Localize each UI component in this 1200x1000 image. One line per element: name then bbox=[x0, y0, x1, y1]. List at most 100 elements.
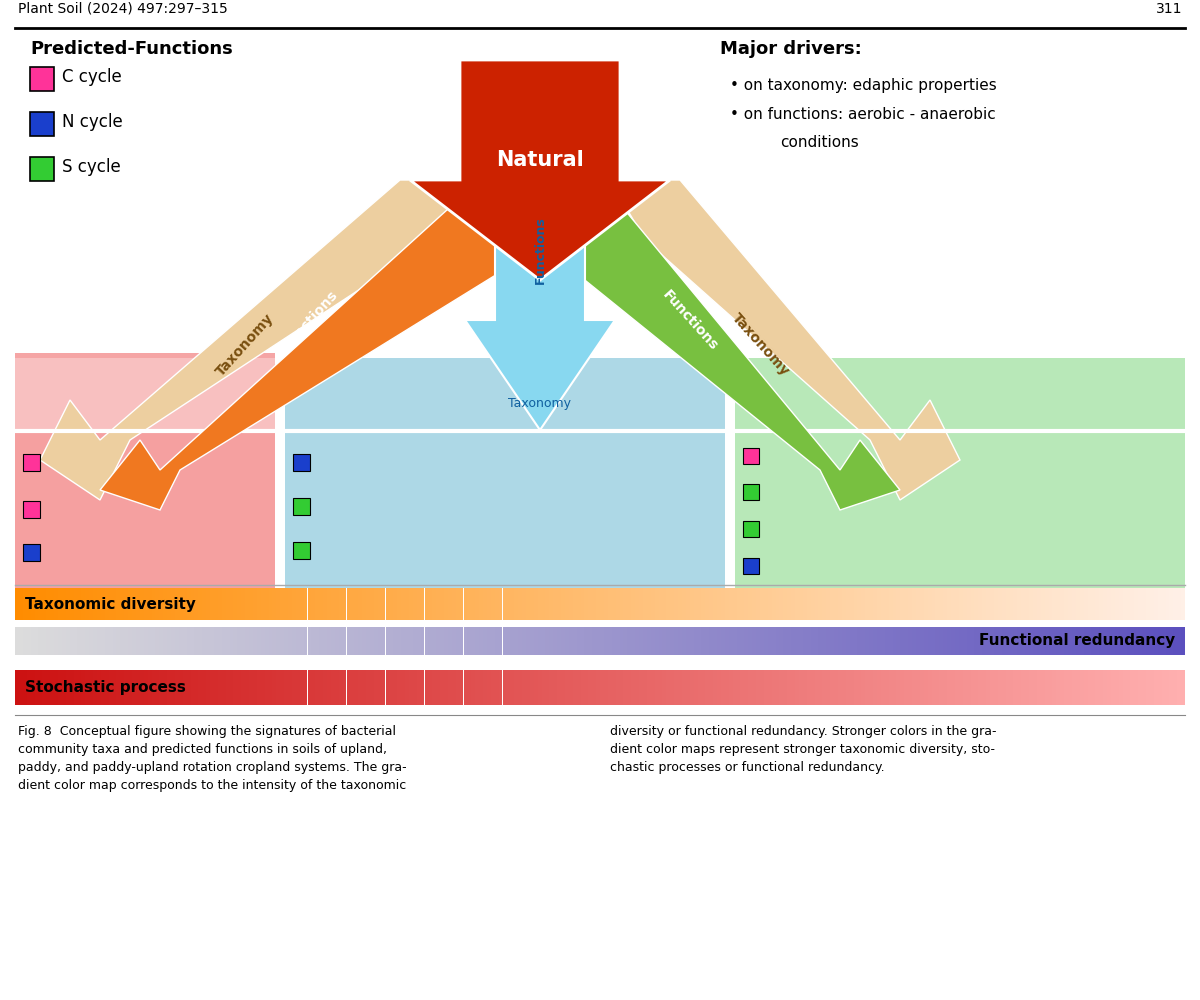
Bar bbox=[503, 670, 506, 705]
Bar bbox=[959, 588, 962, 620]
Bar bbox=[686, 670, 690, 705]
Bar bbox=[73, 670, 78, 705]
Bar bbox=[482, 670, 487, 705]
Bar bbox=[518, 627, 522, 655]
Bar bbox=[510, 670, 515, 705]
Bar bbox=[674, 670, 678, 705]
Bar bbox=[214, 670, 218, 705]
Bar bbox=[982, 588, 986, 620]
Bar bbox=[732, 627, 737, 655]
Bar bbox=[572, 670, 576, 705]
Bar bbox=[479, 627, 482, 655]
Bar bbox=[97, 588, 101, 620]
Bar bbox=[482, 627, 487, 655]
Bar bbox=[125, 627, 128, 655]
Bar bbox=[811, 627, 815, 655]
Bar bbox=[38, 670, 42, 705]
Bar bbox=[593, 627, 596, 655]
Bar bbox=[1154, 588, 1158, 620]
Bar bbox=[304, 627, 307, 655]
Bar bbox=[998, 588, 1002, 620]
Bar bbox=[780, 588, 784, 620]
Bar bbox=[1096, 588, 1099, 620]
Bar bbox=[136, 670, 139, 705]
Bar bbox=[952, 588, 955, 620]
Bar bbox=[530, 670, 534, 705]
Bar bbox=[1150, 627, 1154, 655]
Bar bbox=[990, 670, 994, 705]
Bar bbox=[397, 670, 401, 705]
Bar bbox=[655, 588, 659, 620]
Bar bbox=[1040, 627, 1045, 655]
Bar bbox=[562, 627, 565, 655]
Bar bbox=[167, 588, 172, 620]
Bar bbox=[409, 670, 413, 705]
Bar bbox=[160, 627, 163, 655]
Bar bbox=[682, 627, 686, 655]
Bar bbox=[198, 670, 202, 705]
Bar bbox=[869, 588, 874, 620]
Bar bbox=[640, 670, 643, 705]
Bar bbox=[206, 627, 210, 655]
Bar bbox=[113, 588, 116, 620]
Bar bbox=[1158, 588, 1162, 620]
Bar bbox=[701, 627, 706, 655]
Bar bbox=[1177, 588, 1181, 620]
Bar bbox=[191, 588, 194, 620]
Bar bbox=[307, 588, 312, 620]
Bar bbox=[1080, 588, 1084, 620]
Bar bbox=[1130, 627, 1134, 655]
Bar bbox=[1142, 627, 1146, 655]
Bar bbox=[607, 588, 612, 620]
Bar bbox=[522, 627, 526, 655]
Bar bbox=[253, 627, 257, 655]
Bar bbox=[319, 627, 323, 655]
Bar bbox=[42, 670, 46, 705]
Bar bbox=[148, 627, 151, 655]
Bar bbox=[354, 588, 358, 620]
Bar bbox=[409, 588, 413, 620]
Bar bbox=[818, 670, 822, 705]
Text: Taxonomic diversity: Taxonomic diversity bbox=[25, 596, 196, 611]
Bar bbox=[1080, 627, 1084, 655]
Bar bbox=[928, 670, 931, 705]
Bar bbox=[670, 670, 674, 705]
Bar bbox=[640, 627, 643, 655]
Bar bbox=[787, 588, 791, 620]
Bar bbox=[160, 670, 163, 705]
Bar bbox=[612, 588, 616, 620]
Bar bbox=[943, 588, 947, 620]
Text: • on taxonomy: edaphic properties: • on taxonomy: edaphic properties bbox=[730, 78, 997, 93]
Bar bbox=[874, 670, 877, 705]
Bar bbox=[253, 670, 257, 705]
Bar bbox=[378, 588, 382, 620]
Text: Sulfate respiration: Sulfate respiration bbox=[766, 482, 893, 496]
Bar bbox=[931, 670, 936, 705]
Bar bbox=[846, 670, 850, 705]
Bar bbox=[760, 670, 763, 705]
Bar bbox=[163, 627, 167, 655]
Bar bbox=[370, 588, 374, 620]
Bar bbox=[822, 627, 826, 655]
Bar bbox=[1025, 670, 1030, 705]
Text: Dark sulfide oxidation: Dark sulfide oxidation bbox=[314, 495, 467, 509]
Bar bbox=[565, 627, 569, 655]
Bar bbox=[179, 670, 182, 705]
Bar bbox=[612, 627, 616, 655]
Bar bbox=[35, 670, 38, 705]
Bar bbox=[316, 588, 319, 620]
Bar bbox=[89, 627, 94, 655]
Bar bbox=[896, 627, 900, 655]
Bar bbox=[799, 588, 803, 620]
Bar bbox=[905, 670, 908, 705]
Bar bbox=[799, 627, 803, 655]
Bar bbox=[284, 627, 288, 655]
Bar bbox=[425, 670, 428, 705]
Bar bbox=[1150, 670, 1154, 705]
Bar bbox=[955, 670, 959, 705]
Bar bbox=[233, 588, 238, 620]
Bar bbox=[806, 627, 811, 655]
Bar bbox=[238, 588, 241, 620]
Bar bbox=[694, 588, 697, 620]
Bar bbox=[775, 588, 780, 620]
